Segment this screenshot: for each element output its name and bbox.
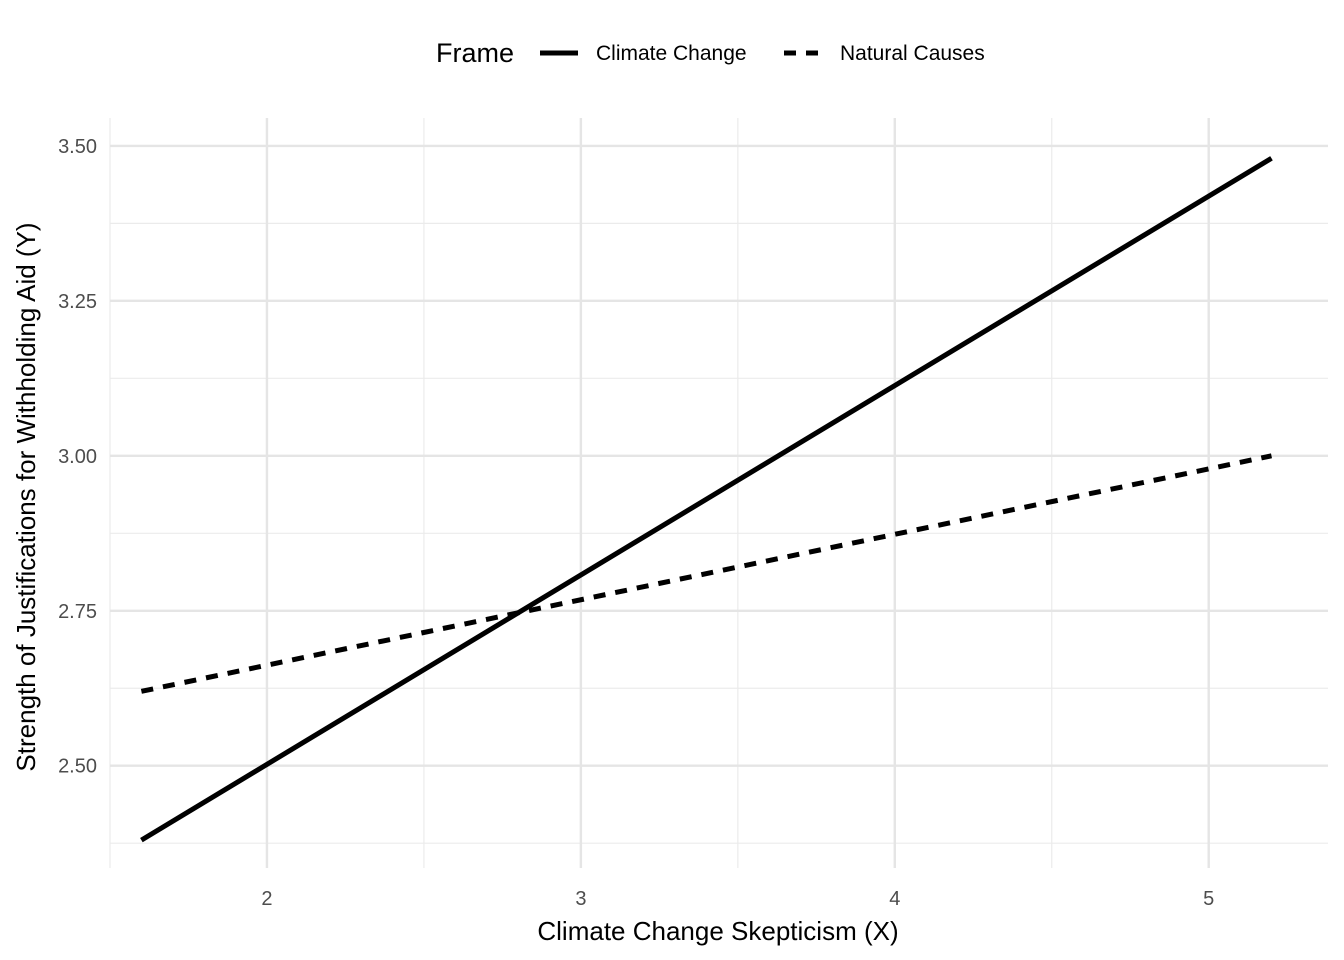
y-axis-title: Strength of Justifications for Withholdi… bbox=[11, 222, 41, 771]
minor-gridlines bbox=[109, 118, 1328, 868]
series-line-natural-causes bbox=[140, 453, 1273, 694]
x-axis-title: Climate Change Skepticism (X) bbox=[537, 916, 898, 946]
legend-label: Climate Change bbox=[596, 42, 747, 65]
y-axis-ticks: 2.50 2.75 3.00 3.25 3.50 bbox=[58, 136, 97, 778]
y-tick-label: 3.25 bbox=[58, 291, 97, 313]
legend-label: Natural Causes bbox=[840, 42, 985, 65]
x-tick-label: 2 bbox=[261, 888, 272, 910]
x-axis-ticks: 2 3 4 5 bbox=[261, 888, 1214, 910]
legend-title: Frame bbox=[436, 38, 514, 68]
major-gridlines bbox=[110, 118, 1328, 868]
y-tick-label: 2.75 bbox=[58, 601, 97, 623]
x-tick-label: 3 bbox=[575, 888, 586, 910]
series-line-climate-change bbox=[140, 156, 1273, 843]
y-tick-label: 3.50 bbox=[58, 136, 97, 158]
x-tick-label: 4 bbox=[889, 888, 900, 910]
x-tick-label: 5 bbox=[1203, 888, 1214, 910]
y-tick-label: 2.50 bbox=[58, 756, 97, 778]
y-tick-label: 3.00 bbox=[58, 446, 97, 468]
series-lines bbox=[140, 156, 1273, 843]
legend: Frame Climate Change Natural Causes bbox=[436, 38, 985, 68]
